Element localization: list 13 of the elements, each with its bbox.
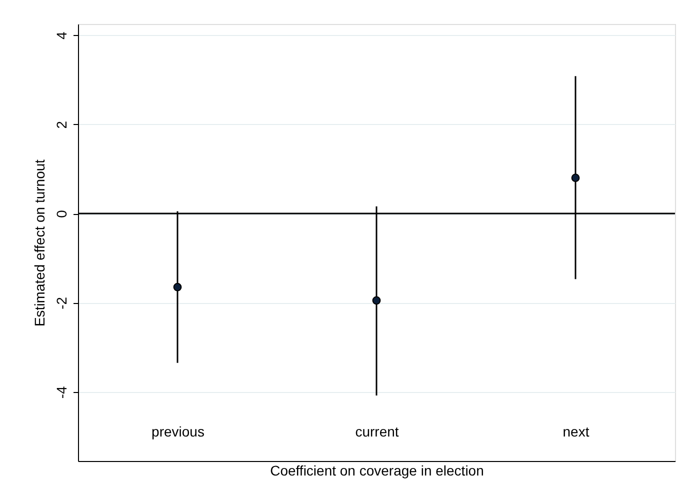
x-tick-label: next [562,424,590,440]
y-tick-label: -2 [54,296,70,310]
x-axis-title: Coefficient on coverage in election [270,462,484,478]
x-tick-label: current [355,424,399,440]
y-axis-title: Estimated effect on turnout [32,159,48,327]
x-tick-label: previous [152,424,204,440]
y-tick-label: 4 [54,32,70,40]
point [372,296,381,305]
y-tick-label: 2 [54,120,70,129]
point [571,174,580,182]
y-tick-label: -4 [54,386,70,399]
y-tick-label: 0 [54,210,70,218]
point [173,282,182,292]
